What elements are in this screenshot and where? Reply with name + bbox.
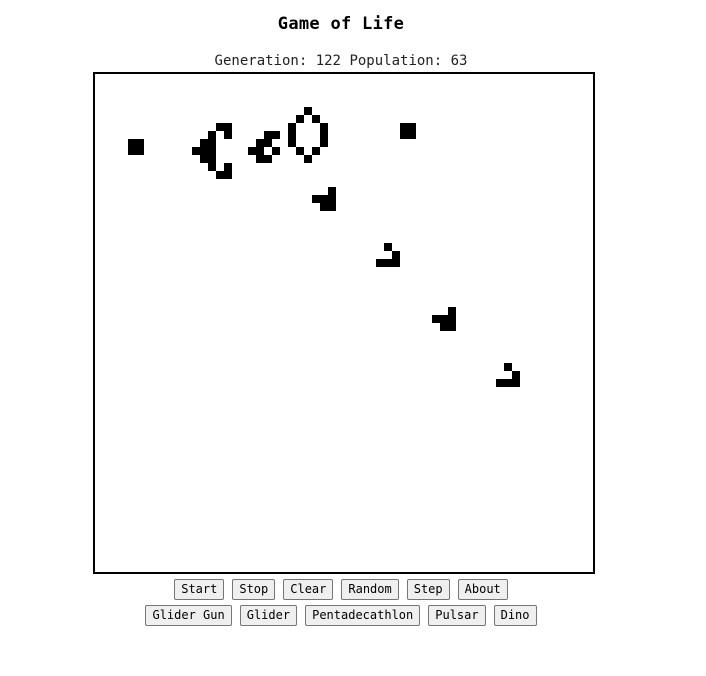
live-cell: [304, 107, 312, 115]
live-cell: [200, 147, 208, 155]
live-cell: [264, 155, 272, 163]
dino-button[interactable]: Dino: [493, 605, 537, 626]
live-cell: [320, 195, 328, 203]
live-cell: [304, 155, 312, 163]
live-cell: [272, 131, 280, 139]
stop-button[interactable]: Stop: [232, 579, 276, 600]
live-cell: [504, 379, 512, 387]
live-cell: [320, 203, 328, 211]
random-button[interactable]: Random: [341, 579, 399, 600]
live-cell: [208, 147, 216, 155]
generation-label: Generation:: [214, 53, 308, 69]
live-cell: [192, 147, 200, 155]
live-cell: [392, 259, 400, 267]
live-cell: [288, 131, 296, 139]
live-cell: [320, 123, 328, 131]
live-cell: [312, 147, 320, 155]
population-value: 63: [450, 53, 468, 69]
live-cell: [288, 139, 296, 147]
live-cell: [224, 171, 232, 179]
stats-line: Generation: 122 Population: 63: [0, 53, 682, 69]
live-cell: [208, 163, 216, 171]
live-cell: [448, 315, 456, 323]
live-cell: [448, 323, 456, 331]
control-row-primary: Start Stop Clear Random Step About: [0, 579, 682, 600]
live-cell: [208, 139, 216, 147]
live-cell: [128, 147, 136, 155]
step-button[interactable]: Step: [406, 579, 450, 600]
live-cell: [224, 131, 232, 139]
live-cell: [264, 131, 272, 139]
live-cell: [320, 131, 328, 139]
live-cell: [200, 155, 208, 163]
live-cell: [312, 195, 320, 203]
live-cell: [128, 139, 136, 147]
live-cell: [248, 147, 256, 155]
live-cell: [264, 139, 272, 147]
about-button[interactable]: About: [457, 579, 508, 600]
live-cell: [200, 139, 208, 147]
live-cell: [216, 171, 224, 179]
live-cell: [296, 147, 304, 155]
live-cell: [440, 323, 448, 331]
live-cell: [136, 147, 144, 155]
live-cell: [296, 115, 304, 123]
live-cell: [408, 123, 416, 131]
glider-gun-button[interactable]: Glider Gun: [145, 605, 232, 626]
live-cell: [208, 131, 216, 139]
live-cell: [216, 123, 224, 131]
pentadecathlon-button[interactable]: Pentadecathlon: [305, 605, 421, 626]
live-cell: [328, 203, 336, 211]
live-cell: [288, 123, 296, 131]
live-cell: [440, 315, 448, 323]
live-cell: [224, 163, 232, 171]
live-cell: [136, 139, 144, 147]
live-cell: [320, 139, 328, 147]
live-cell: [256, 147, 264, 155]
live-cell: [432, 315, 440, 323]
page-title: Game of Life: [277, 14, 405, 34]
pulsar-button[interactable]: Pulsar: [428, 605, 486, 626]
live-cell: [392, 251, 400, 259]
live-cell: [272, 147, 280, 155]
live-cell: [400, 123, 408, 131]
glider-button[interactable]: Glider: [239, 605, 298, 626]
control-row-patterns: Glider Gun Glider Pentadecathlon Pulsar Dino: [0, 605, 682, 626]
live-cell: [256, 139, 264, 147]
live-cell: [512, 371, 520, 379]
live-cell: [408, 131, 416, 139]
live-cell: [384, 259, 392, 267]
population-label: Population:: [349, 53, 443, 69]
live-cell: [400, 131, 408, 139]
live-cell: [376, 259, 384, 267]
live-cell: [208, 155, 216, 163]
live-cell: [328, 187, 336, 195]
live-cell: [504, 363, 512, 371]
live-cell: [496, 379, 504, 387]
live-cell: [312, 115, 320, 123]
live-cell: [328, 195, 336, 203]
life-board[interactable]: [93, 72, 595, 574]
start-button[interactable]: Start: [174, 579, 225, 600]
generation-value: 122: [315, 53, 341, 69]
clear-button[interactable]: Clear: [283, 579, 334, 600]
live-cell: [512, 379, 520, 387]
live-cell: [224, 123, 232, 131]
live-cell: [448, 307, 456, 315]
live-cell: [256, 155, 264, 163]
live-cell: [384, 243, 392, 251]
